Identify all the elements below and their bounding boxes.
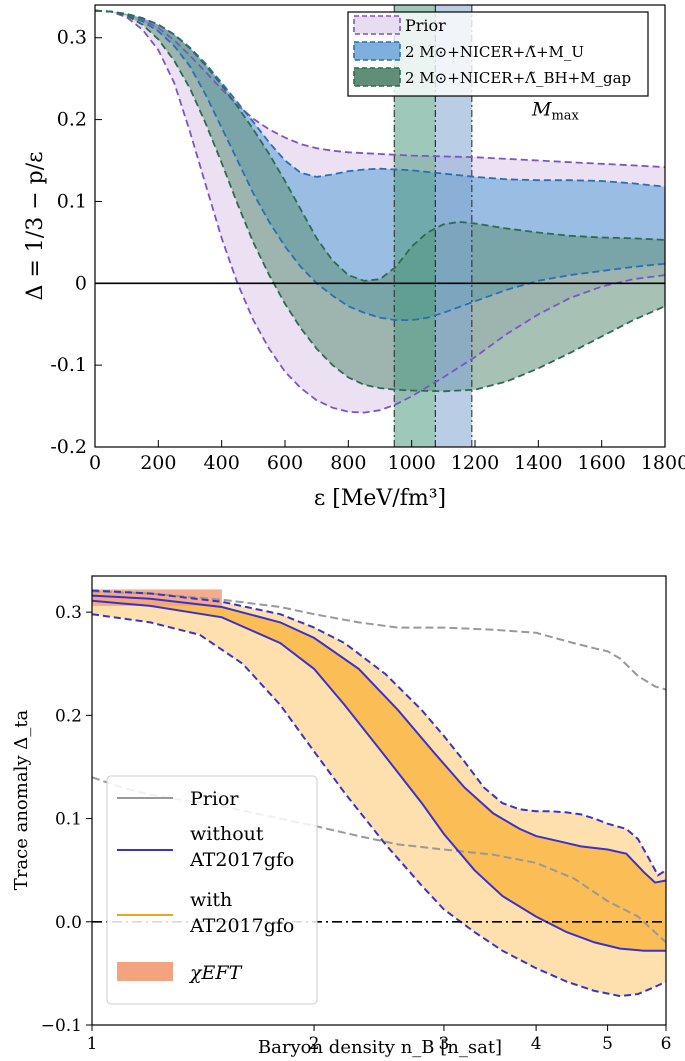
- legend-label-chieft: χEFT: [188, 962, 243, 984]
- x-tick-label-1600: 1600: [577, 452, 625, 474]
- boundary-upper-nicer-mu: [95, 9, 665, 188]
- top-legend: Prior 2 M⊙+NICER+Λ̃+M_U 2 M⊙+NICER+Λ̃_BH…: [347, 11, 649, 97]
- bx-tick-label-6: 6: [661, 1034, 672, 1054]
- legend-label-with-2: AT2017gfo: [189, 915, 294, 937]
- y-tick-label--0.2: -0.2: [50, 436, 87, 458]
- bottom-ticks: 1 2 3 4 5 6 −0.1 0.0 0.1 0.2 0.3: [41, 603, 672, 1054]
- x-tick-label-1800: 1800: [641, 452, 685, 474]
- by-tick-label-0.0: 0.0: [55, 913, 82, 933]
- top-axes-frame: [94, 4, 666, 448]
- legend-label-with-1: with: [190, 889, 232, 911]
- legend-label-prior: Prior: [405, 16, 446, 35]
- mmax-annotation: Mmax: [531, 99, 580, 124]
- without-outer-upper: [92, 589, 666, 877]
- bottom-plot-area: [92, 589, 666, 998]
- x-tick-label-600: 600: [267, 452, 303, 474]
- bx-tick-label-2: 2: [309, 1034, 320, 1054]
- legend-label-without-1: without: [190, 823, 264, 845]
- bx-tick-label-1: 1: [87, 1034, 98, 1054]
- legend-swatch-nicer-mu: [353, 41, 401, 61]
- legend-label-without-2: AT2017gfo: [189, 849, 294, 871]
- y-tick-label-0.2: 0.2: [57, 109, 87, 131]
- boundary-lower-prior: [95, 9, 665, 414]
- y-tick-label-0.3: 0.3: [57, 27, 87, 49]
- x-tick-label-800: 800: [330, 452, 366, 474]
- x-tick-label-400: 400: [204, 452, 240, 474]
- y-tick-label--0.1: -0.1: [50, 354, 87, 376]
- top-plot-area: [95, 5, 665, 447]
- boundary-lower-nicer-mgap: [95, 9, 665, 393]
- top-y-axis-label: Δ = 1/3 − p/ε: [23, 151, 48, 300]
- x-tick-label-200: 200: [140, 452, 176, 474]
- top-chart: 0 200 400 600 800 1000 1200 1400 1600 1800 -0.2 -0.…: [23, 4, 685, 511]
- legend-swatch-nicer-mgap: [353, 67, 401, 87]
- by-tick-label-0.1: 0.1: [55, 810, 82, 830]
- x-tick-label-0: 0: [89, 452, 101, 474]
- band-fill-nicer-mgap: [95, 10, 665, 392]
- bottom-legend: Prior without AT2017gfo with AT2017gfo χ…: [106, 775, 318, 1005]
- bottom-legend-frame: [106, 775, 318, 1005]
- y-tick-label-0.1: 0.1: [57, 190, 87, 212]
- boundary-upper-nicer-mgap: [95, 9, 665, 282]
- x-tick-label-1000: 1000: [387, 452, 435, 474]
- without-inner-upper: [92, 594, 666, 884]
- x-tick-label-1200: 1200: [451, 452, 499, 474]
- top-ticks: 0 200 400 600 800 1000 1200 1400 1600 1800 -0.2 -0.…: [50, 27, 685, 474]
- mmax-annotation-sub: max: [551, 109, 579, 124]
- legend-label-nicer-mu: 2 M⊙+NICER+Λ̃+M_U: [405, 43, 584, 61]
- y-tick-label-0: 0: [75, 272, 87, 294]
- without-outer-lower: [92, 613, 666, 998]
- bx-tick-label-3: 3: [439, 1034, 450, 1054]
- by-tick-label-−0.1: −0.1: [41, 1016, 82, 1036]
- mmax-annotation-base: M: [531, 99, 552, 121]
- without-inner-lower: [92, 599, 666, 952]
- bx-tick-label-4: 4: [531, 1034, 542, 1054]
- legend-label-prior-bottom: Prior: [190, 788, 239, 810]
- legend-swatch-chieft: [117, 962, 173, 981]
- prior-upper: [92, 590, 666, 691]
- x-tick-label-1400: 1400: [514, 452, 562, 474]
- legend-swatch-prior: [353, 15, 401, 35]
- band-fill-inner: [92, 595, 666, 951]
- bottom-chart: 1 2 3 4 5 6 −0.1 0.0 0.1 0.2 0.3 Prior without AT2…: [11, 575, 672, 1058]
- bx-tick-label-5: 5: [602, 1034, 613, 1054]
- bottom-y-axis-label: Trace anomaly Δ_ta: [11, 710, 32, 891]
- legend-label-nicer-mgap: 2 M⊙+NICER+Λ̃_BH+M_gap: [405, 69, 631, 87]
- by-tick-label-0.3: 0.3: [55, 603, 82, 623]
- by-tick-label-0.2: 0.2: [55, 706, 82, 726]
- chieft-band: [92, 589, 222, 606]
- boundary-lower-nicer-mu: [95, 9, 665, 321]
- top-x-axis-label: ε [MeV/fm³]: [314, 486, 446, 511]
- bottom-axes-frame: [91, 575, 667, 1026]
- bottom-x-axis-label: Baryon density n_B [n_sat]: [258, 1037, 502, 1058]
